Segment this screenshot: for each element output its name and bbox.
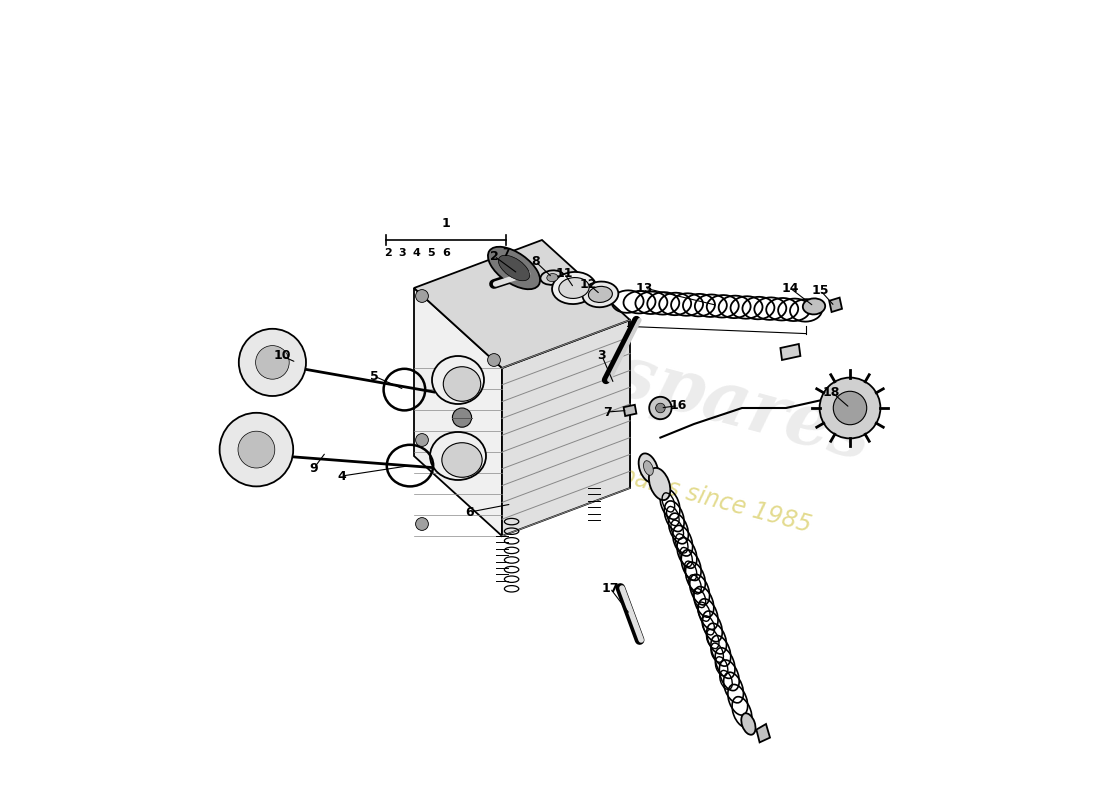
Circle shape — [239, 329, 306, 396]
Ellipse shape — [432, 356, 484, 404]
Ellipse shape — [442, 442, 482, 478]
Text: 9: 9 — [310, 462, 318, 474]
Text: 17: 17 — [602, 582, 618, 594]
Text: 4: 4 — [338, 470, 346, 482]
Circle shape — [416, 518, 428, 530]
Ellipse shape — [588, 286, 613, 302]
Text: 16: 16 — [669, 399, 686, 412]
Polygon shape — [502, 320, 630, 536]
Polygon shape — [414, 240, 630, 368]
Ellipse shape — [741, 714, 756, 734]
Ellipse shape — [488, 246, 540, 290]
Text: a passion for parts since 1985: a passion for parts since 1985 — [462, 422, 814, 538]
Circle shape — [487, 354, 500, 366]
Polygon shape — [780, 344, 801, 360]
Ellipse shape — [443, 366, 481, 402]
Ellipse shape — [644, 461, 653, 475]
Text: 5: 5 — [370, 370, 378, 382]
Ellipse shape — [803, 298, 825, 314]
Ellipse shape — [430, 432, 486, 480]
Ellipse shape — [639, 454, 658, 482]
Text: 7: 7 — [502, 248, 510, 258]
Text: 2: 2 — [384, 248, 392, 258]
Polygon shape — [757, 724, 770, 742]
Text: 10: 10 — [273, 350, 290, 362]
Text: 6: 6 — [442, 248, 450, 258]
Ellipse shape — [582, 282, 618, 307]
Circle shape — [656, 403, 666, 413]
Text: 5: 5 — [427, 248, 434, 258]
Ellipse shape — [559, 278, 590, 298]
Circle shape — [649, 397, 672, 419]
Text: 6: 6 — [465, 506, 474, 518]
Text: 3: 3 — [597, 350, 606, 362]
Polygon shape — [624, 405, 637, 416]
Circle shape — [452, 408, 472, 427]
Text: 14: 14 — [781, 282, 799, 294]
Circle shape — [255, 346, 289, 379]
Text: 8: 8 — [531, 255, 540, 268]
Ellipse shape — [649, 468, 670, 500]
Circle shape — [834, 391, 867, 425]
Text: 18: 18 — [823, 386, 840, 398]
Ellipse shape — [540, 270, 564, 285]
Text: 15: 15 — [812, 284, 829, 297]
Ellipse shape — [552, 272, 596, 304]
Text: 3: 3 — [398, 248, 406, 258]
Text: 7: 7 — [603, 406, 612, 418]
Circle shape — [416, 290, 428, 302]
Text: 12: 12 — [580, 278, 597, 290]
Polygon shape — [829, 298, 842, 312]
Circle shape — [820, 378, 880, 438]
Text: 4: 4 — [412, 248, 420, 258]
Polygon shape — [414, 288, 502, 536]
Text: eurospares: eurospares — [429, 292, 879, 476]
Ellipse shape — [498, 255, 529, 281]
Ellipse shape — [547, 274, 558, 282]
Text: 1: 1 — [441, 218, 450, 230]
Text: 13: 13 — [636, 282, 653, 294]
Circle shape — [238, 431, 275, 468]
Text: 11: 11 — [556, 267, 573, 280]
Text: 2: 2 — [490, 250, 498, 262]
Circle shape — [416, 434, 428, 446]
Circle shape — [220, 413, 294, 486]
